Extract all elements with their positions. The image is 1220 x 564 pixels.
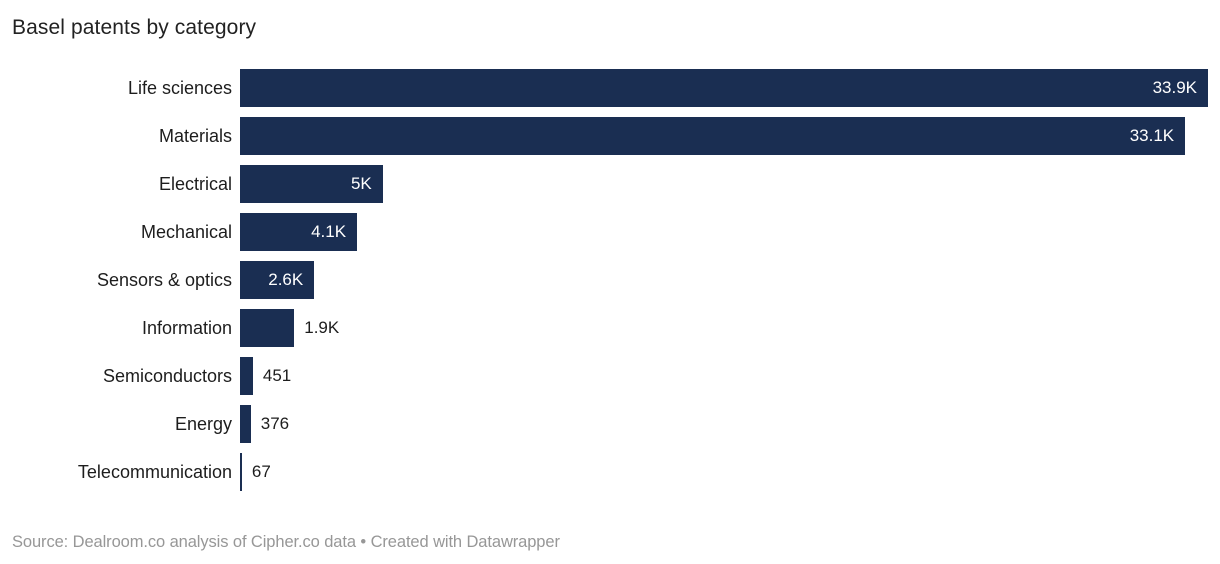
value-label: 67 [251, 462, 271, 481]
bar-row: Telecommunication 67 [12, 448, 1208, 496]
category-label: Information [141, 317, 232, 338]
datawrapper-attribution: Created with Datawrapper [370, 533, 560, 551]
bar-track: 1.9K [240, 309, 1208, 347]
bar: 5K [240, 165, 383, 203]
category-label: Life sciences [127, 77, 232, 98]
value-label: 33.1K [1129, 126, 1175, 145]
bar-row: Electrical 5K [12, 160, 1208, 208]
bar-track: 5K [240, 165, 1208, 203]
bar-row: Life sciences 33.9K [12, 64, 1208, 112]
bar-row: Energy 376 [12, 400, 1208, 448]
bar-track: 451 [240, 357, 1208, 395]
bar-track: 376 [240, 405, 1208, 443]
bar: 4.1K [240, 213, 358, 251]
category-label: Sensors & optics [96, 269, 232, 290]
bar-row: Mechanical 4.1K [12, 208, 1208, 256]
bar [240, 405, 251, 443]
category-label: Electrical [158, 173, 232, 194]
category-label: Energy [174, 413, 232, 434]
bar [240, 453, 242, 491]
value-label: 4.1K [311, 222, 347, 241]
category-label: Mechanical [140, 221, 232, 242]
bar-track: 2.6K [240, 261, 1208, 299]
value-label: 1.9K [304, 318, 340, 337]
value-label: 2.6K [268, 270, 304, 289]
category-label: Telecommunication [77, 461, 232, 482]
bar-row: Sensors & optics 2.6K [12, 256, 1208, 304]
bar-chart: Life sciences 33.9K Materials 33.1K Electric… [12, 64, 1208, 496]
bar: 33.1K [240, 117, 1186, 155]
bar-track: 33.9K [240, 69, 1208, 107]
bar-row: Semiconductors 451 [12, 352, 1208, 400]
bar [240, 357, 253, 395]
value-label: 5K [350, 174, 372, 193]
source-text: Source: Dealroom.co analysis of Cipher.c… [12, 533, 356, 551]
bar-track: 4.1K [240, 213, 1208, 251]
bar-track: 33.1K [240, 117, 1208, 155]
bar: 33.9K [240, 69, 1208, 107]
bar-track: 67 [240, 453, 1208, 491]
bar-row: Information 1.9K [12, 304, 1208, 352]
chart-title: Basel patents by category [12, 16, 257, 39]
category-label: Materials [158, 125, 232, 146]
value-label: 33.9K [1152, 78, 1197, 97]
footer-separator: • [355, 533, 371, 551]
value-label: 451 [262, 366, 292, 385]
chart-container: Basel patents by category Life sciences 3… [12, 16, 1208, 552]
bar-row: Materials 33.1K [12, 112, 1208, 160]
bar [240, 309, 295, 347]
value-label: 376 [260, 414, 290, 433]
category-label: Semiconductors [102, 365, 232, 386]
source-line: Source: Dealroom.co analysis of Cipher.c… [12, 533, 1208, 552]
bar: 2.6K [240, 261, 315, 299]
